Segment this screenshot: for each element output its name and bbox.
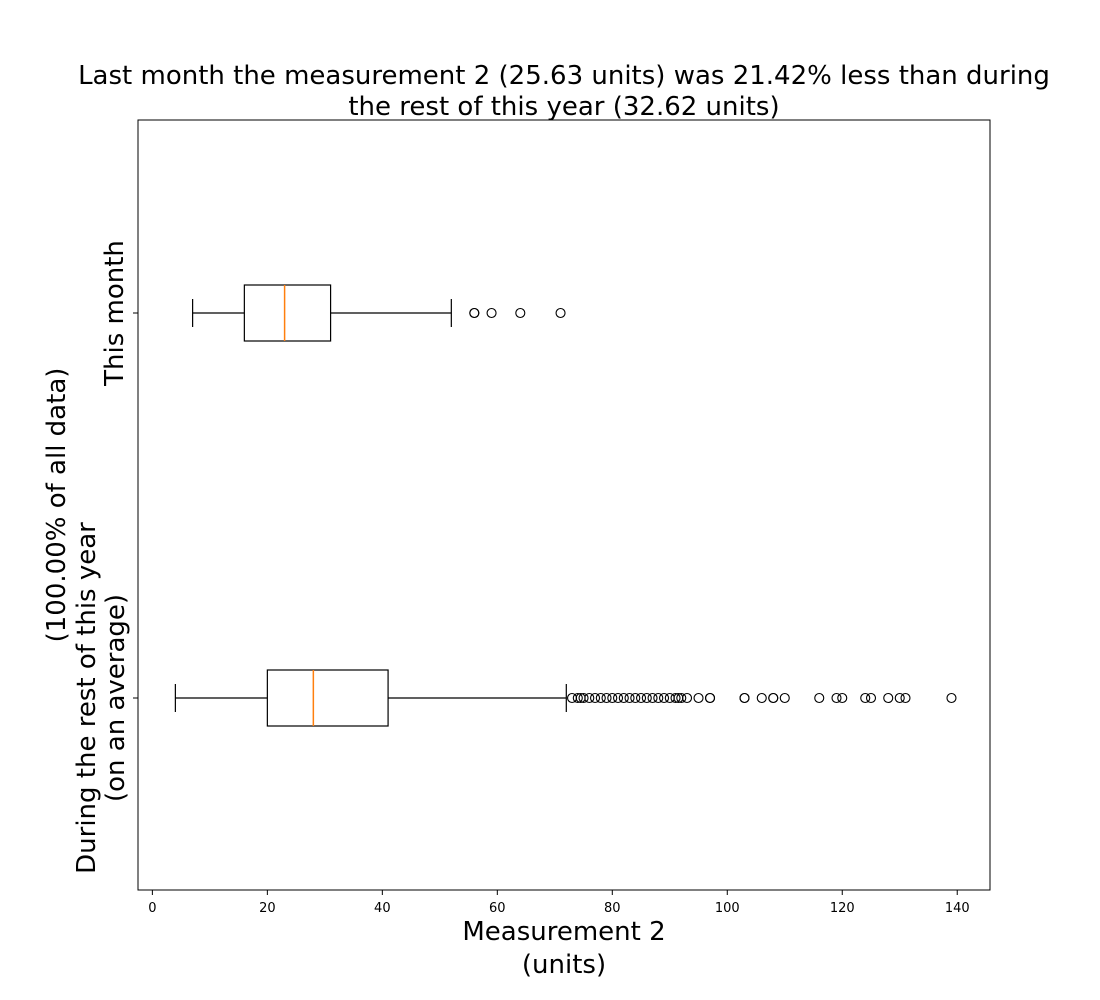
y-axis-label: (100.00% of all data) [42, 368, 72, 643]
plot-area [137, 119, 991, 891]
chart-title-line: Last month the measurement 2 (25.63 unit… [78, 61, 1050, 91]
outlier-point [693, 692, 704, 704]
x-axis-label: (units) [522, 950, 606, 980]
outlier-point [894, 692, 905, 704]
outlier-point [618, 692, 629, 704]
box-series-1 [174, 669, 957, 727]
plot-frame [137, 119, 991, 891]
outlier-point [681, 692, 693, 704]
x-tick-label: 120 [830, 901, 855, 916]
iqr-box [243, 284, 332, 342]
outlier-point [739, 692, 750, 704]
outlier-point [572, 692, 583, 704]
outlier-point [704, 692, 716, 704]
outlier-point [768, 692, 779, 704]
outlier-point [756, 692, 767, 704]
outlier-point [486, 307, 497, 319]
outlier-point [601, 692, 612, 704]
iqr-box [266, 669, 389, 727]
outlier-point [641, 692, 652, 704]
x-axis: 0 20 40 60 80 100 120 140 Measurement 2(units) [148, 890, 970, 980]
chart-title-line: the rest of this year (32.62 units) [348, 92, 779, 122]
outlier-point [865, 692, 877, 704]
outlier-point [883, 692, 894, 704]
outlier-point [647, 692, 658, 704]
x-tick-label: 80 [604, 901, 621, 916]
outlier-point [469, 307, 480, 319]
outlier-point [837, 692, 848, 704]
x-tick-label: 100 [715, 901, 740, 916]
y-axis: This month During the rest of this year (o… [42, 240, 138, 874]
outlier-point [831, 692, 842, 704]
outlier-point [624, 692, 635, 704]
outlier-point [676, 692, 687, 704]
outlier-point [578, 692, 589, 704]
outlier-point [555, 307, 566, 319]
x-tick-label: 60 [489, 901, 506, 916]
y-category-label: This month [100, 240, 130, 387]
outlier-point [584, 692, 595, 704]
x-axis-label: Measurement 2 [462, 917, 665, 947]
x-tick-label: 40 [374, 901, 391, 916]
outlier-point [515, 307, 526, 319]
outlier-point [589, 692, 601, 704]
outlier-point [595, 692, 606, 704]
outlier-point [635, 692, 647, 704]
x-tick-label: 20 [259, 901, 276, 916]
outlier-point [658, 692, 670, 704]
outlier-point [630, 692, 641, 704]
outlier-point [612, 692, 624, 704]
y-category-label: (on an average) [101, 594, 131, 802]
x-tick-label: 140 [945, 901, 970, 916]
outlier-point [946, 692, 957, 704]
y-category-label: During the rest of this year [72, 522, 102, 874]
chart-title: Last month the measurement 2 (25.63 unit… [78, 61, 1050, 122]
x-tick-label: 0 [148, 901, 156, 916]
box-series-0 [192, 284, 566, 342]
outlier-point [900, 692, 911, 704]
outlier-point [814, 692, 825, 704]
outlier-point [779, 692, 790, 704]
outlier-point [860, 692, 871, 704]
outlier-point [607, 692, 618, 704]
outlier-point [670, 692, 681, 704]
outlier-point [653, 692, 664, 704]
